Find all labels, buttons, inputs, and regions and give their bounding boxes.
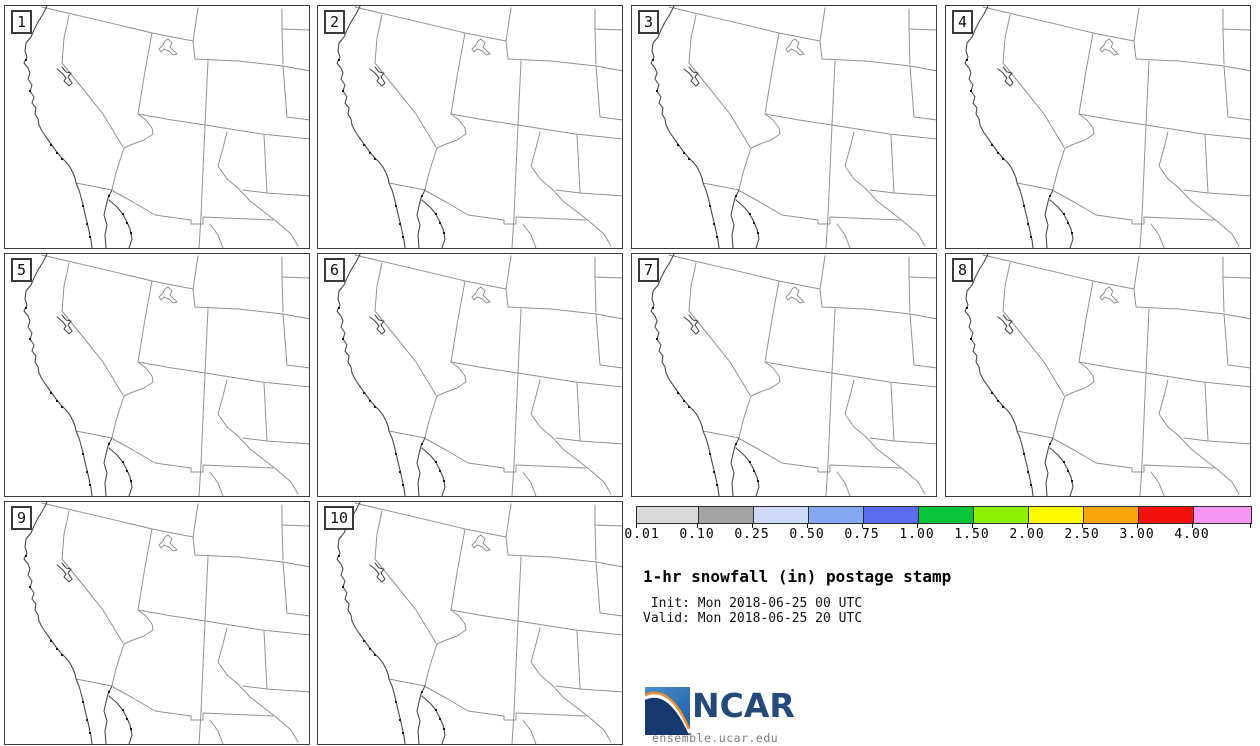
colorbar-tick [1250, 523, 1251, 528]
member-panel-10: 10 [317, 501, 623, 745]
colorbar-tick [697, 523, 698, 528]
colorbar-cell [753, 507, 808, 523]
panel-number-label: 6 [324, 258, 346, 282]
colorbar-cell [973, 507, 1028, 523]
site-url-text: ensemble.ucar.edu [652, 731, 779, 745]
colorbar-tick [972, 523, 973, 528]
colorbar-tick [862, 523, 863, 528]
member-map [336, 6, 622, 248]
member-panel-6: 6 [317, 253, 623, 497]
colorbar-tick-label: 1.50 [954, 527, 990, 542]
colorbar-cell [1028, 507, 1083, 523]
member-map [336, 502, 622, 744]
member-map [336, 254, 622, 496]
member-panel-4: 4 [945, 5, 1251, 249]
panel-number-label: 4 [952, 10, 974, 34]
member-map [964, 6, 1250, 248]
colorbar-tick-label: 4.00 [1174, 527, 1210, 542]
panel-number-label: 2 [324, 10, 346, 34]
colorbar-tick-label: 3.00 [1119, 527, 1155, 542]
colorbar-cell [918, 507, 973, 523]
snowfall-colorbar [636, 506, 1252, 524]
colorbar-cell [1138, 507, 1193, 523]
colorbar-tick-label: 1.00 [899, 527, 935, 542]
panel-number-label: 3 [638, 10, 660, 34]
panel-number-label: 1 [11, 10, 33, 34]
member-map [23, 254, 309, 496]
member-panel-9: 9 [4, 501, 310, 745]
colorbar-tick-label: 2.00 [1009, 527, 1045, 542]
panel-number-label: 9 [11, 506, 33, 530]
ncar-wordmark: NCAR [692, 686, 795, 725]
member-map [23, 502, 309, 744]
member-panel-1: 1 [4, 5, 310, 249]
member-map [964, 254, 1250, 496]
panel-number-label: 7 [638, 258, 660, 282]
colorbar-tick-label: 0.01 [624, 527, 660, 542]
colorbar-tick-label: 0.10 [679, 527, 715, 542]
panel-number-label: 10 [324, 506, 355, 530]
member-panel-2: 2 [317, 5, 623, 249]
colorbar-tick [1137, 523, 1138, 528]
panel-number-label: 8 [952, 258, 974, 282]
member-map [650, 254, 936, 496]
member-map [650, 6, 936, 248]
colorbar-tick [917, 523, 918, 528]
colorbar-tick-label: 0.75 [844, 527, 880, 542]
colorbar-tick-label: 2.50 [1064, 527, 1100, 542]
panel-number-label: 5 [11, 258, 33, 282]
colorbar-cell [1083, 507, 1138, 523]
member-panel-7: 7 [631, 253, 937, 497]
colorbar-cell [1193, 507, 1251, 523]
member-panel-3: 3 [631, 5, 937, 249]
colorbar-tick [1027, 523, 1028, 528]
colorbar-tick [752, 523, 753, 528]
colorbar-tick-labels: 0.01 0.10 0.25 0.50 0.75 1.00 1.50 2.00 2.50 3.00… [624, 527, 1260, 542]
member-panel-8: 8 [945, 253, 1251, 497]
colorbar-tick [807, 523, 808, 528]
member-map [23, 6, 309, 248]
ncar-swoosh-icon [645, 687, 690, 735]
colorbar-cell [808, 507, 863, 523]
ncar-logo: NCAR ensemble.ucar.edu [645, 686, 945, 746]
valid-time-text: Valid: Mon 2018-06-25 20 UTC [643, 611, 863, 626]
colorbar-tick-label: 0.25 [734, 527, 770, 542]
colorbar-tick-label: 0.50 [789, 527, 825, 542]
plot-title: 1-hr snowfall (in) postage stamp [643, 567, 952, 586]
colorbar-tick [1192, 523, 1193, 528]
colorbar-tick [1082, 523, 1083, 528]
colorbar-cell [698, 507, 753, 523]
init-time-text: Init: Mon 2018-06-25 00 UTC [643, 596, 863, 611]
colorbar-cell [637, 507, 698, 523]
colorbar-tick [636, 523, 637, 528]
colorbar-cell [863, 507, 918, 523]
colorbar-ticks [636, 523, 1252, 528]
member-panel-5: 5 [4, 253, 310, 497]
